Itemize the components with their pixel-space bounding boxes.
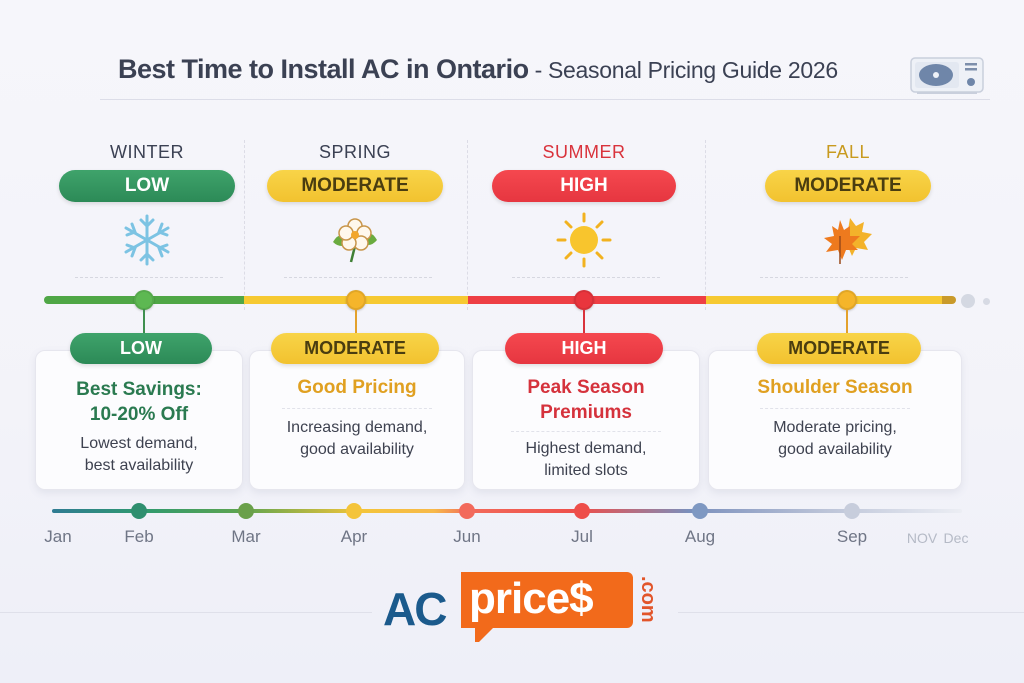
column-divider xyxy=(705,140,706,310)
card-body-text: good availability xyxy=(300,441,414,458)
month-marker-sep xyxy=(844,503,860,519)
dashed-rule xyxy=(284,277,432,278)
ac-unit-icon xyxy=(909,56,985,96)
page-title: Best Time to Install AC in Ontario - Sea… xyxy=(118,54,838,88)
dashed-rule xyxy=(512,277,660,278)
column-divider xyxy=(467,140,468,310)
card-body-text: limited slots xyxy=(544,462,628,479)
card-body-text: Increasing demand, xyxy=(286,419,428,436)
title-main: Best Time to Install AC in Ontario xyxy=(118,54,529,84)
timeline-stem xyxy=(583,309,585,336)
month-label: Aug xyxy=(684,527,716,546)
card-headline: Peak Season xyxy=(527,377,645,398)
month-marker-apr xyxy=(346,503,362,519)
maple-leaf-icon xyxy=(820,212,876,268)
month-label: Apr xyxy=(340,527,368,546)
title-subtitle: - Seasonal Pricing Guide 2026 xyxy=(534,57,839,83)
month-marker-feb xyxy=(131,503,147,519)
month-label: Dec xyxy=(943,530,969,546)
season-timeline-bar xyxy=(44,296,956,304)
timeline-stem xyxy=(846,309,848,336)
month-label: Jul xyxy=(571,527,593,546)
season-name: WINTER xyxy=(110,142,184,162)
season-winter: WINTER LOW xyxy=(32,140,262,268)
snowflake-icon xyxy=(119,212,175,268)
acprices-logo[interactable]: AC price$ .com xyxy=(383,572,673,652)
card-level-badge: MODERATE xyxy=(271,333,439,364)
dashed-rule xyxy=(760,277,908,278)
timeline-stem xyxy=(355,309,357,336)
price-level-badge: LOW xyxy=(59,170,235,202)
logo-tld-text: .com xyxy=(637,576,659,623)
season-spring: SPRING MODERATE xyxy=(240,140,470,268)
month-label: Sep xyxy=(836,527,868,546)
card-body-text: Moderate pricing, xyxy=(773,419,897,436)
timeline-node-winter xyxy=(134,290,154,310)
card-body-text: Lowest demand, xyxy=(80,435,198,452)
column-divider xyxy=(244,140,245,310)
card-headline: Good Pricing xyxy=(297,377,417,398)
card-level-badge: MODERATE xyxy=(757,333,921,364)
sun-icon xyxy=(556,212,612,268)
footer-divider xyxy=(678,612,1024,613)
card-body-text: Highest demand, xyxy=(525,440,647,457)
logo-prices-text: price$ xyxy=(469,574,594,623)
season-card-summer: Peak Season Premiums Highest demand, lim… xyxy=(472,350,700,490)
timeline-end-dot xyxy=(983,298,990,305)
month-label: Jun xyxy=(453,527,481,546)
month-marker-mar xyxy=(238,503,254,519)
price-level-badge: HIGH xyxy=(492,170,676,202)
dashed-rule xyxy=(75,277,223,278)
card-headline: 10-20% Off xyxy=(89,404,189,425)
speech-bubble-icon xyxy=(461,572,633,628)
footer-divider xyxy=(0,612,372,613)
card-headline: Shoulder Season xyxy=(757,377,913,398)
card-level-badge: LOW xyxy=(70,333,212,364)
month-label: Jan xyxy=(44,527,72,546)
card-divider xyxy=(282,408,432,409)
card-body-text: best availability xyxy=(84,457,194,474)
card-body-text: good availability xyxy=(778,441,892,458)
month-label: Feb xyxy=(124,527,154,546)
speech-bubble-tail xyxy=(475,626,495,642)
season-name: SPRING xyxy=(318,142,391,162)
card-headline: Best Savings: xyxy=(76,379,202,400)
header-divider xyxy=(100,99,990,100)
card-divider xyxy=(511,431,661,432)
timeline-node-fall xyxy=(837,290,857,310)
price-level-badge: MODERATE xyxy=(267,170,443,202)
season-name: SUMMER xyxy=(542,142,626,162)
season-name: FALL xyxy=(825,142,871,162)
season-card-spring: Good Pricing Increasing demand, good ava… xyxy=(249,350,465,490)
month-marker-jul xyxy=(574,503,590,519)
timeline-stem xyxy=(143,309,145,336)
timeline-end-dot xyxy=(961,294,975,308)
season-fall: FALL MODERATE xyxy=(733,140,963,268)
flower-icon xyxy=(327,212,383,268)
month-label: Mar xyxy=(231,527,261,546)
season-card-fall: Shoulder Season Moderate pricing, good a… xyxy=(708,350,962,490)
month-marker-jun xyxy=(459,503,475,519)
timeline-node-summer xyxy=(574,290,594,310)
card-level-badge: HIGH xyxy=(505,333,663,364)
price-level-badge: MODERATE xyxy=(765,170,931,202)
season-summer: SUMMER HIGH xyxy=(469,140,699,268)
timeline-node-spring xyxy=(346,290,366,310)
month-axis-line xyxy=(52,509,962,513)
card-headline: Premiums xyxy=(540,402,632,423)
month-label: NOV xyxy=(906,530,938,546)
logo-ac-text: AC xyxy=(383,583,447,635)
month-marker-aug xyxy=(692,503,708,519)
card-divider xyxy=(760,408,910,409)
season-card-winter: Best Savings: 10-20% Off Lowest demand, … xyxy=(35,350,243,490)
